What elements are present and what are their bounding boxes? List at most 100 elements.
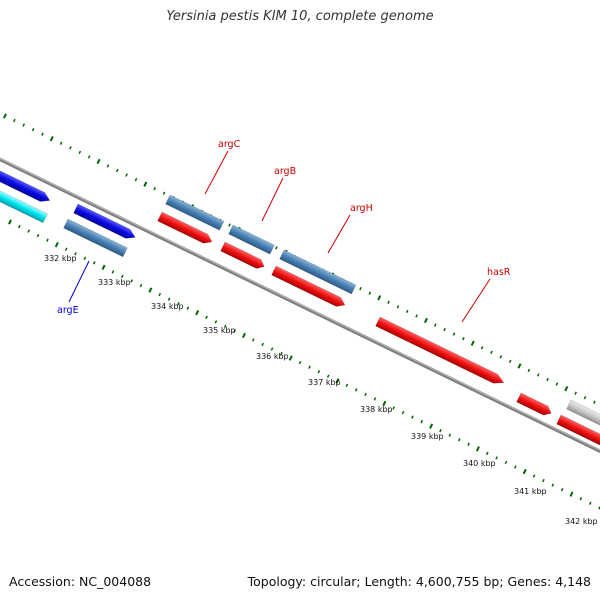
minor-tick — [205, 315, 208, 319]
minor-tick — [499, 355, 503, 359]
minor-tick — [59, 141, 63, 145]
minor-tick — [536, 373, 540, 377]
gene-red-small — [516, 392, 552, 416]
gene-steelblue-argE — [63, 218, 128, 258]
minor-tick — [280, 351, 283, 356]
minor-tick — [326, 374, 330, 378]
gene-red-right — [556, 414, 600, 447]
minor-tick — [546, 377, 549, 382]
major-tick — [241, 332, 246, 339]
scale-label-339: 339 kbp — [411, 432, 444, 441]
major-tick — [335, 378, 340, 384]
minor-tick — [214, 320, 218, 324]
minor-tick — [92, 261, 96, 265]
scale-label-341: 341 kbp — [514, 487, 547, 496]
minor-tick — [36, 233, 40, 238]
minor-tick — [74, 252, 77, 256]
major-tick — [8, 219, 12, 225]
minor-tick — [508, 359, 512, 364]
minor-tick — [186, 306, 190, 310]
minor-tick — [83, 256, 87, 260]
major-tick — [382, 400, 387, 407]
major-tick — [49, 136, 54, 142]
minor-tick — [504, 460, 508, 465]
major-tick — [143, 181, 148, 187]
argE-leader-line — [68, 260, 90, 303]
minor-tick — [223, 324, 227, 329]
gene-steelblue-argB — [228, 224, 275, 255]
minor-tick — [368, 291, 372, 295]
gene-label-hasR: hasR — [487, 267, 511, 278]
scale-label-338: 338 kbp — [360, 405, 393, 414]
map-title: Yersinia pestis KIM 10, complete genome — [166, 9, 434, 24]
gene-red-hasR — [375, 316, 505, 384]
minor-tick — [22, 123, 26, 127]
minor-tick — [490, 350, 493, 354]
scale-label-335: 335 kbp — [203, 326, 236, 335]
minor-tick — [120, 274, 124, 279]
minor-tick — [415, 314, 418, 318]
minor-tick — [251, 338, 255, 342]
minor-tick — [153, 187, 157, 191]
major-tick — [470, 340, 475, 346]
minor-tick — [139, 283, 143, 288]
scale-label-332: 332 kbp — [44, 254, 77, 263]
argB-leader-line — [261, 177, 284, 222]
minor-tick — [233, 329, 236, 333]
gene-blue-left — [0, 160, 51, 202]
minor-tick — [433, 323, 437, 327]
major-tick — [54, 241, 59, 248]
gene-label-argC: argC — [218, 139, 241, 150]
major-tick — [429, 423, 434, 429]
gene-label-argH: argH — [350, 203, 373, 214]
minor-tick — [111, 270, 115, 274]
minor-tick — [115, 168, 119, 173]
minor-tick — [401, 410, 405, 415]
minor-tick — [130, 279, 133, 283]
scale-label-337: 337 kbp — [308, 378, 341, 387]
minor-tick — [443, 327, 447, 332]
major-tick — [569, 491, 574, 497]
major-tick — [377, 295, 382, 301]
minor-tick — [317, 370, 321, 374]
genome-backbone — [0, 157, 600, 454]
gene-steelblue-argH — [279, 249, 357, 295]
scale-label-340: 340 kbp — [463, 459, 496, 468]
gene-red-argC — [157, 211, 213, 244]
minor-tick — [588, 501, 592, 505]
major-tick — [101, 264, 106, 271]
inner-tick-ring — [8, 219, 600, 510]
minor-tick — [420, 419, 424, 424]
gene-label-argB: argB — [274, 166, 296, 177]
minor-tick — [261, 342, 265, 347]
minor-tick — [167, 297, 171, 301]
scale-label-333: 333 kbp — [98, 278, 131, 287]
minor-tick — [462, 336, 465, 341]
minor-tick — [542, 478, 545, 483]
argC-leader-line — [204, 150, 229, 195]
scale-label-336: 336 kbp — [256, 352, 289, 361]
hasR-leader-line — [461, 278, 491, 323]
minor-tick — [298, 360, 302, 365]
minor-tick — [485, 451, 489, 456]
scale-label-342: 342 kbp — [565, 517, 598, 526]
minor-tick — [480, 346, 484, 350]
minor-tick — [354, 388, 358, 392]
minor-tick — [31, 127, 35, 132]
major-tick — [522, 468, 527, 475]
gene-red-argB — [220, 241, 265, 269]
minor-tick — [583, 396, 587, 400]
gene-red-argH — [271, 265, 346, 307]
major-tick — [148, 287, 153, 293]
minor-tick — [78, 150, 82, 155]
minor-tick — [411, 415, 414, 419]
minor-tick — [162, 191, 166, 195]
major-tick — [288, 355, 293, 361]
minor-tick — [373, 397, 377, 401]
minor-tick — [345, 383, 349, 387]
minor-tick — [457, 438, 461, 442]
minor-tick — [87, 155, 91, 159]
minor-tick — [134, 177, 138, 182]
minor-tick — [41, 132, 44, 136]
